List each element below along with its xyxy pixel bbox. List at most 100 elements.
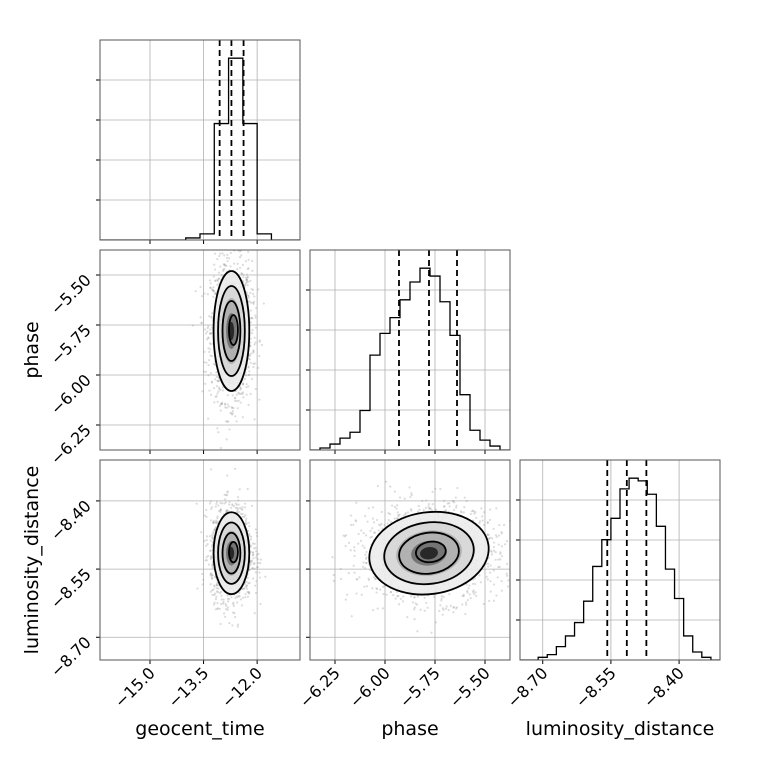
- sample-point: [232, 505, 236, 508]
- sample-point: [236, 601, 239, 604]
- sample-point: [492, 599, 496, 602]
- sample-point: [495, 507, 498, 510]
- sample-point: [475, 594, 478, 597]
- sample-point: [500, 545, 504, 548]
- sample-point: [219, 508, 223, 511]
- sample-point: [212, 521, 215, 524]
- sample-point: [210, 315, 213, 318]
- sample-point: [483, 523, 486, 526]
- sample-point: [489, 564, 492, 567]
- sample-point: [381, 585, 385, 588]
- sample-point: [223, 263, 226, 266]
- sample-point: [247, 258, 250, 262]
- sample-point: [460, 510, 463, 513]
- sample-point: [466, 591, 469, 594]
- sample-point: [253, 295, 256, 298]
- sample-point: [248, 568, 251, 571]
- sample-point: [247, 590, 250, 593]
- sample-point: [465, 589, 469, 593]
- sample-point: [440, 597, 443, 600]
- sample-point: [211, 574, 214, 577]
- sample-point: [216, 584, 219, 587]
- sample-point: [219, 510, 222, 513]
- sample-point: [254, 326, 258, 329]
- sample-point: [245, 393, 248, 396]
- sample-point: [357, 542, 360, 545]
- sample-point: [468, 584, 471, 587]
- sample-point: [213, 401, 216, 404]
- sample-point: [241, 508, 244, 511]
- sample-point: [209, 573, 212, 577]
- sample-point: [209, 556, 213, 559]
- sample-point: [218, 378, 221, 382]
- sample-point: [226, 253, 229, 256]
- sample-point: [203, 328, 207, 331]
- sample-point: [212, 286, 215, 289]
- sample-point: [211, 544, 214, 547]
- sample-point: [495, 594, 498, 597]
- sample-point: [207, 347, 210, 350]
- sample-point: [434, 508, 437, 511]
- sample-point: [208, 279, 212, 282]
- y-tick-label: −6.00: [47, 370, 95, 418]
- sample-point: [259, 558, 262, 561]
- sample-point: [238, 250, 241, 253]
- sample-point: [364, 515, 367, 518]
- x-tick-label: −13.5: [164, 663, 212, 711]
- sample-point: [253, 567, 256, 570]
- sample-point: [215, 395, 218, 398]
- sample-point: [248, 532, 251, 536]
- sample-point: [415, 603, 419, 606]
- sample-point: [244, 284, 247, 287]
- sample-point: [369, 536, 372, 539]
- sample-point: [517, 540, 519, 542]
- sample-point: [387, 519, 390, 522]
- sample-point: [232, 611, 235, 614]
- sample-point: [347, 541, 351, 544]
- sample-point: [245, 374, 248, 377]
- sample-point: [367, 577, 370, 580]
- sample-point: [366, 520, 369, 523]
- sample-point: [452, 500, 455, 503]
- sample-point: [357, 532, 360, 535]
- sample-point: [370, 535, 373, 538]
- sample-point: [211, 577, 214, 580]
- sample-point: [431, 502, 434, 506]
- sample-point: [229, 411, 232, 415]
- sample-point: [252, 350, 255, 353]
- sample-point: [216, 279, 219, 282]
- sample-point: [369, 529, 372, 532]
- sample-point: [246, 294, 250, 297]
- sample-point: [214, 521, 217, 524]
- scatter-panel-phase-luminosity_distance: [306, 459, 519, 664]
- sample-point: [245, 278, 249, 282]
- contour-level-1: [217, 521, 246, 585]
- sample-point: [416, 595, 419, 598]
- sample-point: [225, 494, 229, 497]
- sample-point: [230, 506, 233, 509]
- sample-point: [473, 510, 476, 513]
- sample-point: [225, 509, 228, 512]
- sample-point: [228, 428, 231, 431]
- sample-point: [254, 528, 258, 531]
- sample-point: [232, 602, 235, 606]
- sample-point: [237, 503, 240, 506]
- sample-point: [245, 584, 248, 587]
- sample-point: [212, 387, 216, 390]
- sample-point: [231, 503, 234, 506]
- sample-point: [209, 583, 212, 586]
- sample-point: [245, 382, 248, 386]
- sample-point: [234, 415, 237, 418]
- sample-point: [240, 604, 244, 607]
- sample-point: [239, 598, 243, 601]
- sample-point: [217, 587, 220, 590]
- sample-point: [213, 263, 216, 266]
- sample-point: [237, 399, 240, 402]
- sample-point: [255, 550, 258, 553]
- sample-point: [251, 551, 254, 554]
- sample-point: [373, 531, 376, 534]
- sample-point: [492, 549, 496, 552]
- sample-point: [389, 520, 392, 523]
- sample-point: [226, 606, 230, 609]
- sample-point: [352, 564, 355, 567]
